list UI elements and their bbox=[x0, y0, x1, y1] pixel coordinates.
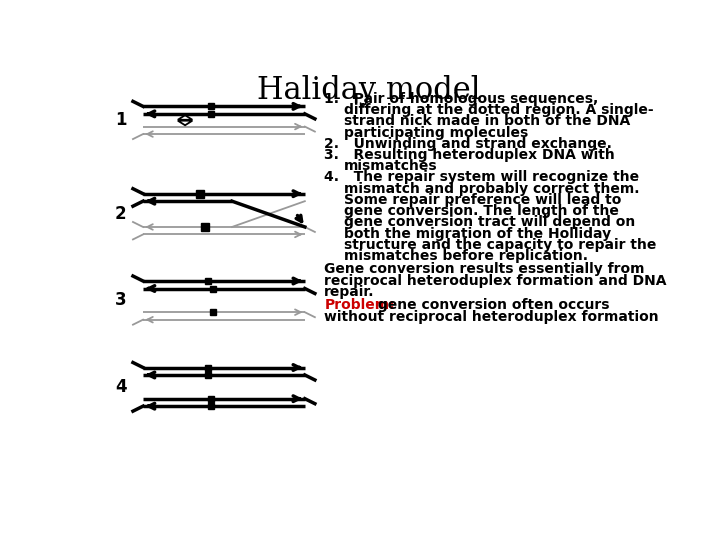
Text: Problem:: Problem: bbox=[324, 299, 395, 313]
Text: 4.   The repair system will recognize the: 4. The repair system will recognize the bbox=[324, 171, 639, 185]
Text: gene conversion. The length of the: gene conversion. The length of the bbox=[344, 204, 618, 218]
Text: reciprocal heteroduplex formation and DNA: reciprocal heteroduplex formation and DN… bbox=[324, 274, 667, 287]
Text: repair.: repair. bbox=[324, 285, 375, 299]
Text: 1.   Pair of homologous sequences,: 1. Pair of homologous sequences, bbox=[324, 92, 598, 106]
Text: gene conversion tract will depend on: gene conversion tract will depend on bbox=[344, 215, 635, 230]
Text: 1: 1 bbox=[115, 111, 127, 129]
Text: both the migration of the Holliday: both the migration of the Holliday bbox=[344, 227, 611, 240]
Text: Some repair preference will lead to: Some repair preference will lead to bbox=[344, 193, 621, 207]
Text: 3: 3 bbox=[115, 292, 127, 309]
Text: gene conversion often occurs: gene conversion often occurs bbox=[374, 299, 610, 313]
Text: Gene conversion results essentially from: Gene conversion results essentially from bbox=[324, 262, 645, 276]
Text: Haliday model: Haliday model bbox=[257, 75, 481, 106]
Text: strand nick made in both of the DNA: strand nick made in both of the DNA bbox=[344, 114, 630, 129]
Text: 2.   Unwinding and strand exchange.: 2. Unwinding and strand exchange. bbox=[324, 137, 612, 151]
Text: mismatches: mismatches bbox=[344, 159, 438, 173]
Text: structure and the capacity to repair the: structure and the capacity to repair the bbox=[344, 238, 656, 252]
Text: mismatch and probably correct them.: mismatch and probably correct them. bbox=[344, 181, 639, 195]
Text: mismatches before replication.: mismatches before replication. bbox=[344, 249, 588, 263]
Text: 2: 2 bbox=[115, 205, 127, 223]
Text: 3.   Resulting heteroduplex DNA with: 3. Resulting heteroduplex DNA with bbox=[324, 148, 615, 162]
Text: differing at the dotted region. A single-: differing at the dotted region. A single… bbox=[344, 103, 654, 117]
Text: participating molecules: participating molecules bbox=[344, 125, 528, 139]
Text: 4: 4 bbox=[115, 378, 127, 396]
Text: without reciprocal heteroduplex formation: without reciprocal heteroduplex formatio… bbox=[324, 310, 659, 323]
